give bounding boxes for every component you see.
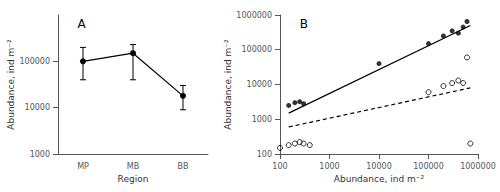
svg-text:Abundance, ind m⁻²: Abundance, ind m⁻²	[334, 174, 425, 184]
svg-text:MB: MB	[127, 162, 139, 171]
svg-text:1000: 1000	[252, 115, 272, 124]
svg-text:100000: 100000	[241, 45, 272, 54]
svg-text:100000: 100000	[19, 57, 50, 66]
svg-text:BB: BB	[178, 162, 189, 171]
svg-text:100000: 100000	[413, 162, 444, 171]
svg-text:Region: Region	[118, 174, 149, 184]
svg-text:Abundance, ind m⁻²: Abundance, ind m⁻²	[223, 39, 233, 130]
svg-text:B: B	[300, 17, 308, 31]
svg-text:1000000: 1000000	[236, 11, 272, 20]
svg-text:100: 100	[272, 162, 287, 171]
svg-text:100: 100	[257, 150, 272, 159]
svg-text:A: A	[78, 17, 87, 31]
svg-text:1000: 1000	[319, 162, 339, 171]
svg-text:1000000: 1000000	[460, 162, 496, 171]
svg-text:MP: MP	[77, 162, 89, 171]
svg-text:Abundance, ind m⁻²: Abundance, ind m⁻²	[6, 39, 16, 130]
svg-text:10000: 10000	[366, 162, 391, 171]
svg-text:10000: 10000	[25, 103, 50, 112]
svg-text:1000: 1000	[30, 150, 50, 159]
svg-text:10000: 10000	[247, 80, 272, 89]
